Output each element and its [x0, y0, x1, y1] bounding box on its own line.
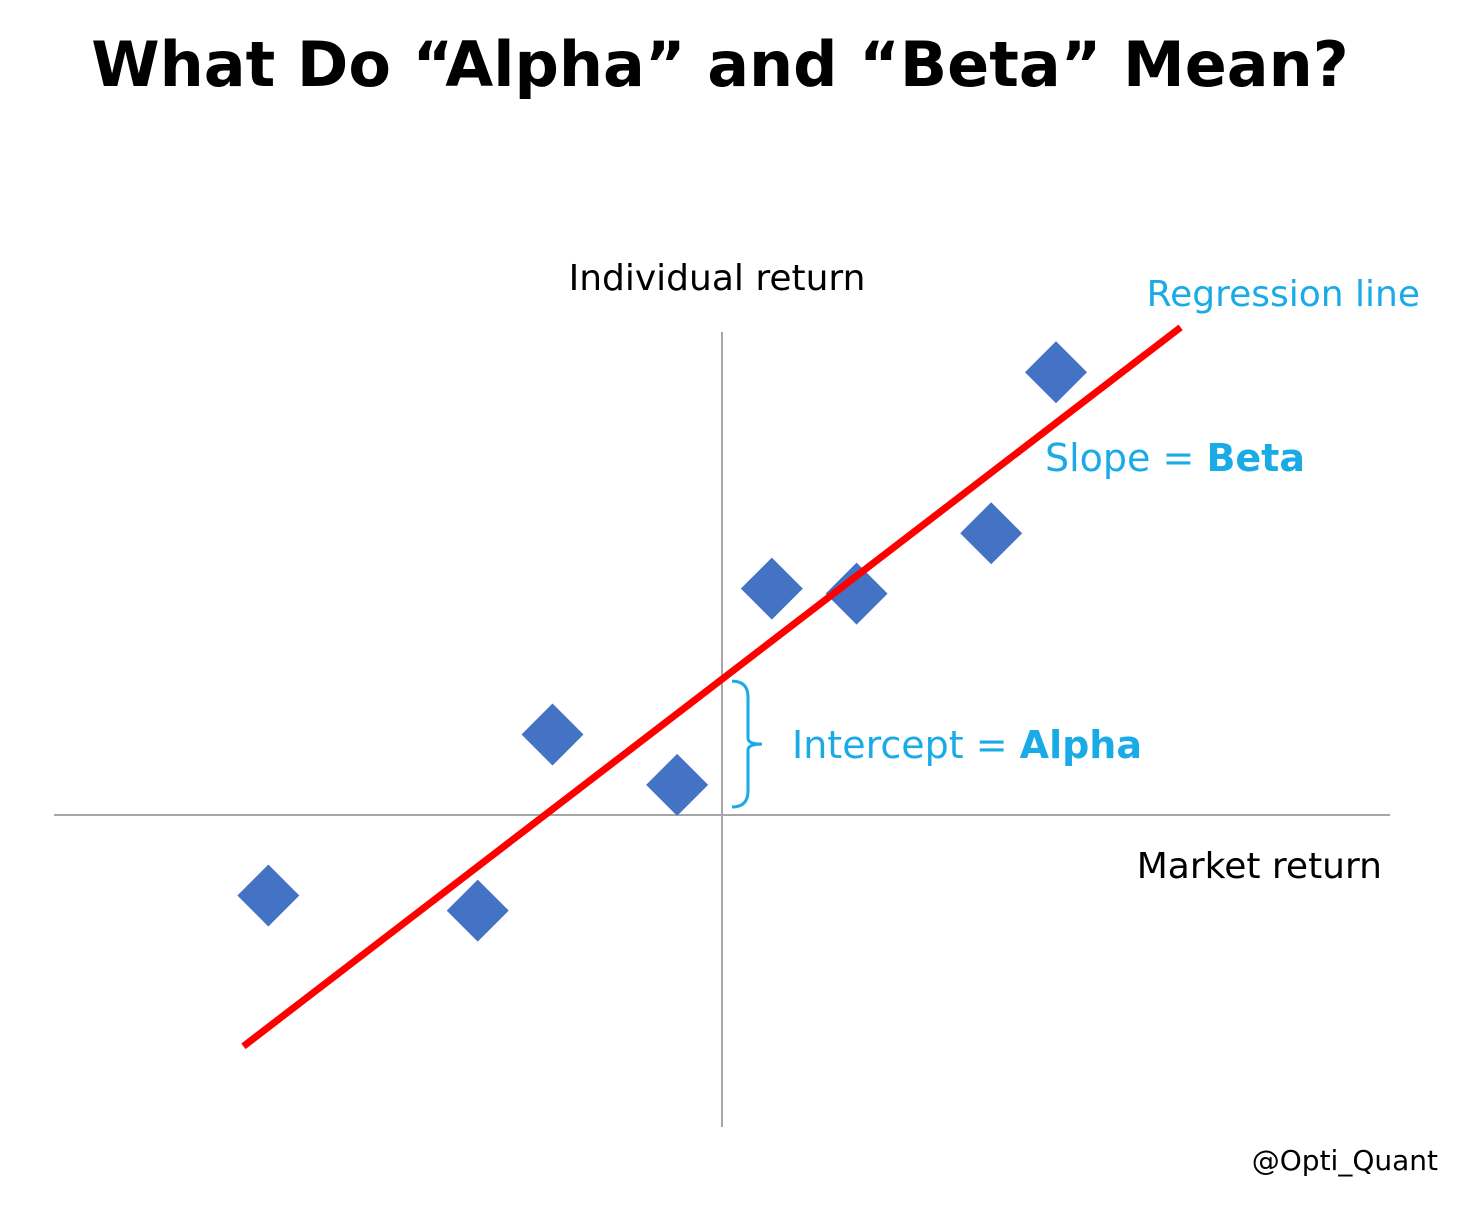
regression-line-label: Regression line [1147, 274, 1420, 315]
data-point-1 [237, 864, 300, 927]
chart-title: What Do “Alpha” and “Beta” Mean? [91, 28, 1349, 101]
slope-term: Beta [1206, 436, 1305, 480]
credit-handle: @Opti_Quant [1251, 1144, 1438, 1177]
data-points [237, 341, 1087, 942]
intercept-annotation: Intercept = Alpha [792, 723, 1142, 767]
data-point-2 [446, 879, 509, 942]
intercept-prefix: Intercept = [792, 723, 1020, 767]
y-axis-label: Individual return [569, 258, 866, 299]
data-point-3 [521, 703, 584, 766]
data-point-7 [960, 502, 1023, 565]
intercept-term: Alpha [1020, 723, 1142, 767]
slope-prefix: Slope = [1045, 436, 1206, 480]
data-point-4 [646, 753, 709, 816]
regression-line [241, 324, 1183, 1050]
data-point-5 [740, 557, 803, 620]
x-axis-label: Market return [1137, 846, 1382, 887]
slope-annotation: Slope = Beta [1045, 436, 1305, 480]
data-point-6 [825, 562, 888, 625]
data-point-8 [1025, 341, 1087, 404]
intercept-brace [731, 679, 763, 809]
